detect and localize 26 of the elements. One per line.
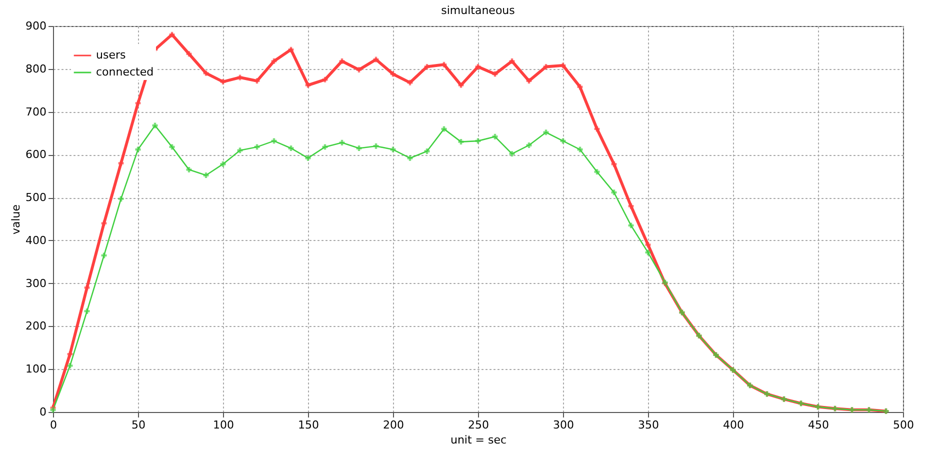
- y-tick-label: 700: [26, 105, 46, 118]
- y-tick-label: 900: [26, 20, 46, 32]
- y-tick-label: 100: [26, 362, 46, 376]
- x-axis-title: unit = sec: [450, 434, 507, 446]
- x-tick-label: 450: [808, 418, 829, 432]
- x-tick-label: 300: [553, 418, 574, 432]
- legend-label: connected: [96, 66, 154, 78]
- y-axis-title: value: [10, 204, 23, 235]
- y-tick-label: 800: [26, 62, 46, 76]
- x-tick-label: 350: [638, 418, 659, 432]
- y-tick-label: 400: [26, 234, 46, 247]
- chart-title: simultaneous: [441, 4, 516, 17]
- x-tick-label: 0: [50, 418, 57, 432]
- legend-label: users: [96, 48, 126, 62]
- x-tick-label: 250: [468, 418, 489, 432]
- x-tick-label: 100: [213, 418, 234, 432]
- y-tick-label: 500: [26, 191, 46, 204]
- x-tick-label: 150: [298, 418, 319, 432]
- x-tick-label: 500: [893, 418, 914, 432]
- x-tick-label: 50: [132, 418, 146, 432]
- x-tick-label: 200: [383, 418, 404, 432]
- x-tick-label: 400: [723, 418, 744, 432]
- y-tick-label: 300: [26, 276, 46, 290]
- y-tick-label: 600: [26, 148, 46, 162]
- y-tick-label: 200: [26, 320, 46, 333]
- y-tick-label: 0: [40, 406, 46, 418]
